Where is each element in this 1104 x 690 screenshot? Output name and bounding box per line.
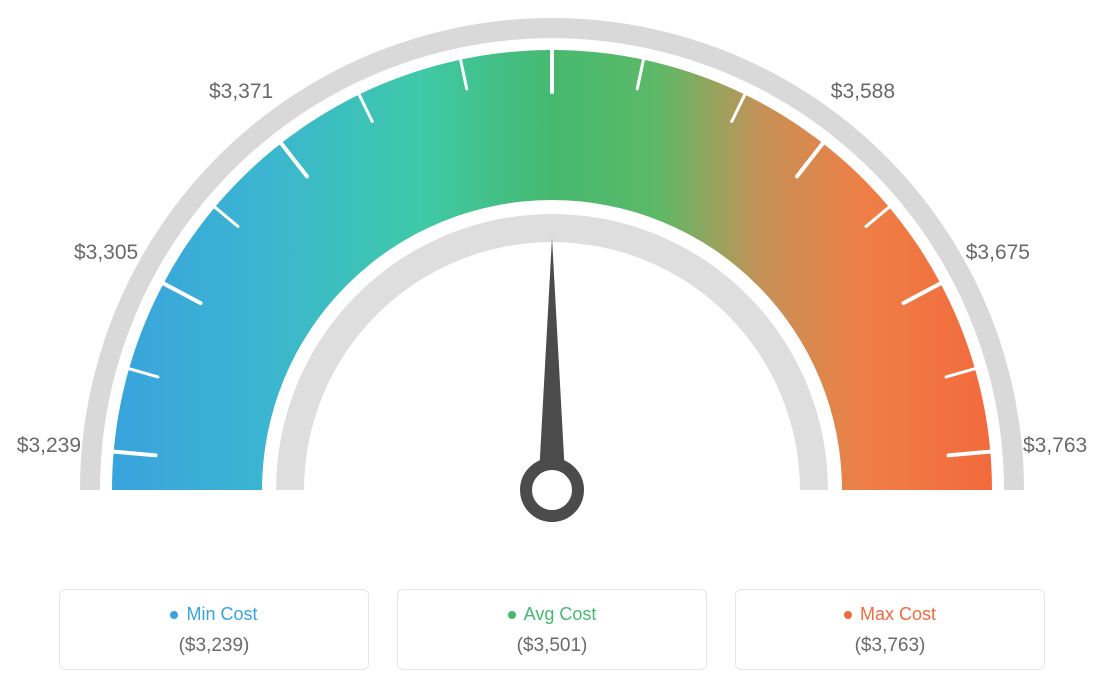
- gauge-hub: [526, 464, 578, 516]
- legend-title-min: Min Cost: [170, 604, 257, 625]
- gauge-tick-label: $3,588: [831, 80, 895, 104]
- legend-label: Max Cost: [860, 604, 936, 625]
- gauge-tick-label: $3,239: [17, 434, 81, 458]
- legend-label: Min Cost: [186, 604, 257, 625]
- dot-icon: [170, 611, 178, 619]
- legend-title-avg: Avg Cost: [508, 604, 597, 625]
- dot-icon: [508, 611, 516, 619]
- gauge-svg: [0, 0, 1104, 560]
- cost-gauge-container: $3,239$3,305$3,371$3,501$3,588$3,675$3,7…: [0, 0, 1104, 690]
- legend-value-min: ($3,239): [60, 635, 368, 657]
- legend-value-avg: ($3,501): [398, 635, 706, 657]
- gauge-needle: [538, 238, 566, 495]
- gauge-chart: $3,239$3,305$3,371$3,501$3,588$3,675$3,7…: [0, 0, 1104, 560]
- legend-card-max: Max Cost ($3,763): [735, 589, 1045, 670]
- legend-label: Avg Cost: [524, 604, 597, 625]
- gauge-tick-label: $3,763: [1023, 434, 1087, 458]
- legend-row: Min Cost ($3,239) Avg Cost ($3,501) Max …: [0, 589, 1104, 670]
- gauge-tick-label: $3,305: [74, 241, 138, 265]
- gauge-tick-label: $3,675: [966, 241, 1030, 265]
- legend-card-min: Min Cost ($3,239): [59, 589, 369, 670]
- legend-value-max: ($3,763): [736, 635, 1044, 657]
- dot-icon: [844, 611, 852, 619]
- legend-card-avg: Avg Cost ($3,501): [397, 589, 707, 670]
- legend-title-max: Max Cost: [844, 604, 936, 625]
- gauge-tick-label: $3,371: [209, 80, 273, 104]
